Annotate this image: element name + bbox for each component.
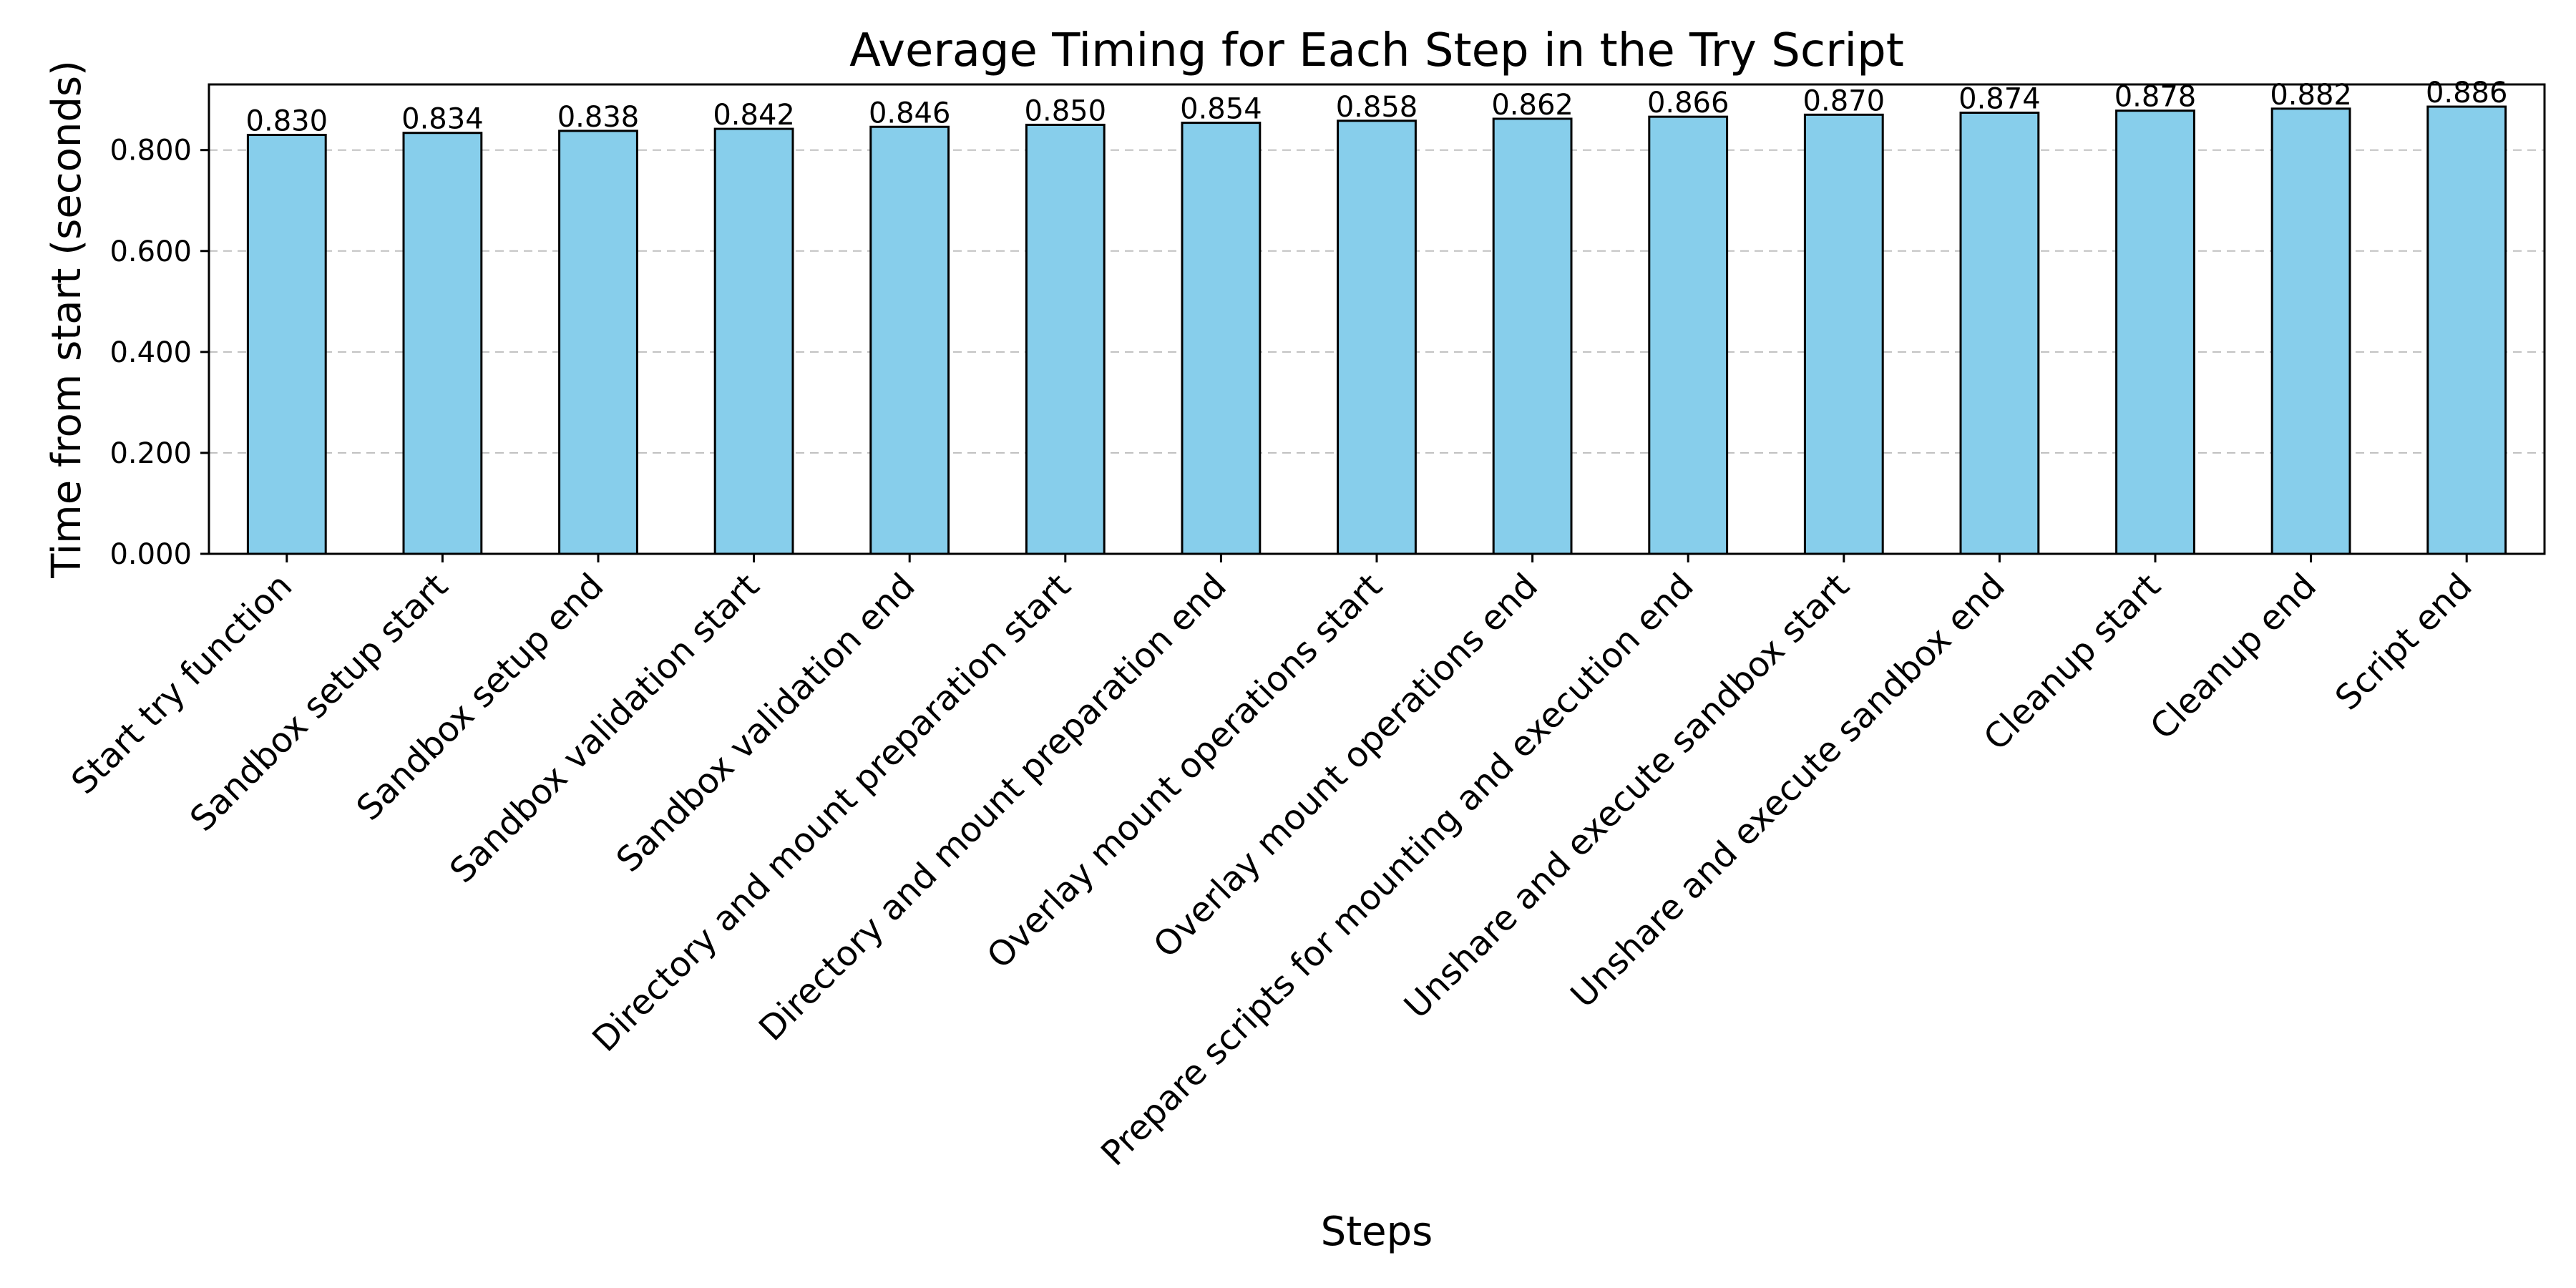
bar (2426, 105, 2507, 555)
bar-value-label: 0.870 (1803, 84, 1885, 117)
bar-value-label: 0.858 (1336, 91, 1418, 124)
bars (246, 105, 2507, 555)
bar-value-label: 0.862 (1491, 89, 1574, 122)
bar-value-label: 0.866 (1647, 87, 1729, 119)
x-tick-label: Sandbox validation start (442, 566, 767, 891)
bar (869, 125, 950, 555)
bar-value-label: 0.886 (2426, 77, 2508, 109)
bar (402, 132, 483, 555)
chart-title: Average Timing for Each Step in the Try … (849, 24, 1904, 77)
bar (246, 134, 327, 555)
bar (1803, 113, 1884, 555)
bar-value-label: 0.846 (869, 97, 951, 130)
bar (2270, 107, 2351, 555)
y-tick-label: 0.600 (109, 235, 192, 268)
x-tick-label: Sandbox setup start (182, 566, 456, 839)
bar-value-label: 0.842 (713, 99, 795, 132)
x-tick-label: Script end (2328, 566, 2480, 718)
x-tick-label: Sandbox validation end (609, 566, 923, 880)
y-axis-label: Time from start (seconds) (44, 60, 90, 579)
bar (1492, 117, 1573, 555)
y-tick-label: 0.200 (109, 437, 192, 470)
bar-value-label: 0.854 (1180, 93, 1262, 126)
x-axis-label: Steps (1321, 1209, 1433, 1255)
bar-value-label: 0.874 (1958, 83, 2041, 116)
data-labels: 0.830 0.834 0.838 0.842 0.846 0.850 0.854 0.858… (246, 77, 2508, 138)
y-tick-label: 0.000 (109, 538, 192, 571)
bar (1337, 119, 1417, 555)
bar-value-label: 0.834 (401, 103, 484, 136)
bar (1959, 112, 2040, 555)
bar (713, 127, 794, 555)
bar-value-label: 0.830 (246, 105, 328, 138)
bar-value-label: 0.850 (1025, 94, 1107, 127)
bar (1181, 122, 1262, 555)
bar-value-label: 0.838 (557, 101, 640, 134)
bar (558, 130, 638, 555)
y-tick-label: 0.800 (109, 135, 192, 167)
bar (1025, 123, 1106, 555)
bar (1648, 115, 1729, 555)
y-tick-label: 0.400 (109, 336, 192, 369)
bar-value-label: 0.878 (2114, 81, 2197, 114)
bar (2115, 109, 2195, 555)
x-tick-label: Prepare scripts for mounting and executi… (1093, 566, 1702, 1174)
y-axis-ticks: 0.000 0.200 0.400 0.600 0.800 (109, 135, 209, 571)
x-tick-label: Cleanup end (2142, 566, 2324, 748)
